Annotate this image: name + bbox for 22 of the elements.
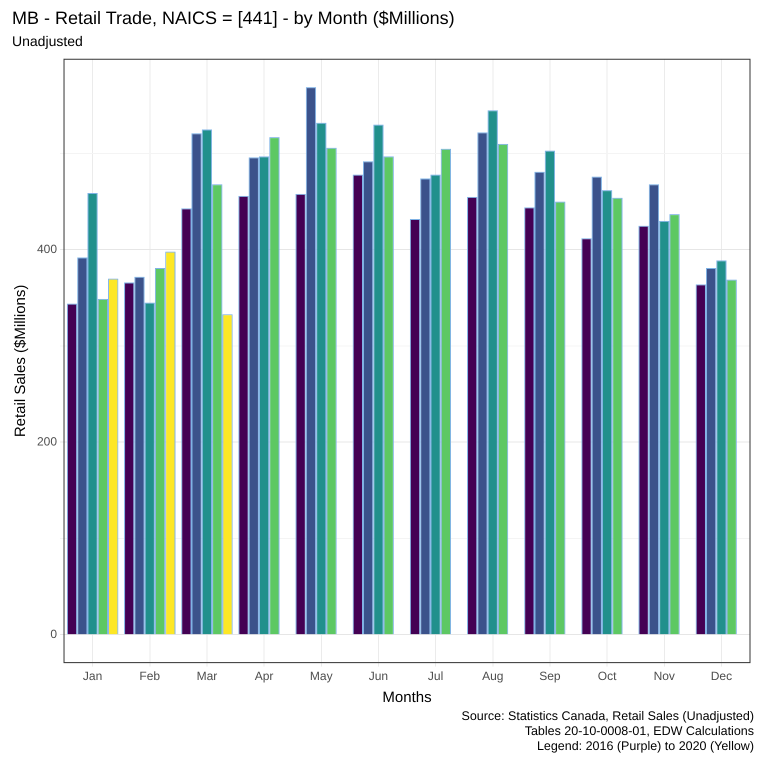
y-tick-label: 0 [50,627,58,642]
x-tick-label: Dec [710,669,732,684]
x-tick-label: Jan [82,669,102,684]
x-axis-title: Months [382,689,432,706]
x-tick-label: Oct [598,669,618,684]
x-tick-label: Aug [482,669,504,684]
x-tick-label: Apr [254,669,274,684]
x-tick-label: Mar [196,669,218,684]
x-tick-label: Sep [539,669,561,684]
text: Legend: 2016 (Purple) to 2020 (Yellow) [536,739,754,754]
source-note: Source: Statistics Canada, Retail Sales (Unadjusted) [460,709,754,724]
x-tick-label: Jun [368,669,388,684]
x-tick-label: Nov [654,669,675,684]
text: Tables 20-10-0008-01, EDW Calculations [524,724,754,739]
x-tick-label: Jul [428,669,444,684]
chart-subtitle: Unadjusted [12,33,84,49]
x-tick-label: May [310,669,333,684]
y-tick-label: 400 [36,242,58,256]
y-tick-label: 200 [36,434,58,449]
y-axis-title: Retail Sales ($Millions) [12,284,30,438]
chart-title: MB - Retail Trade, NAICS = [441] - by Month ($Millions) [12,8,456,29]
x-tick-label: Feb [139,669,160,684]
